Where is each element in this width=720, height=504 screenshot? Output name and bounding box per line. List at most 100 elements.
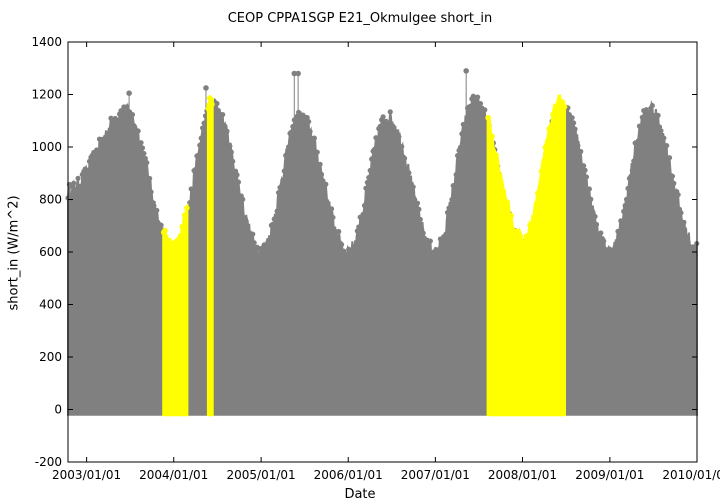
gray-point [267,240,273,246]
yellow-point [209,101,215,108]
gray-point [222,133,229,140]
yellow-point [485,114,491,121]
gray-point [380,114,386,120]
gray-point [235,179,242,185]
gray-point [675,192,681,198]
gray-point [255,256,262,262]
yellow-point [546,126,553,132]
x-tick-label: 2010/01/01 [662,468,720,482]
gray-point [572,126,578,132]
gray-point [298,122,305,128]
gray-point [139,145,146,151]
yellow-point [179,223,186,230]
yellow-point [180,228,187,235]
gray-point [452,183,458,189]
gray-point [678,210,684,216]
yellow-point [554,102,560,109]
gray-point [655,112,661,118]
gray-point [224,128,230,134]
gray-point [443,231,449,237]
gray-point [201,120,207,126]
gray-point [287,130,293,137]
gray-point [251,240,257,246]
gray-point [215,107,221,114]
gray-point [192,174,199,181]
gray-point [288,139,295,145]
gray-point [569,115,575,121]
gray-point [253,249,259,255]
gray-point [228,149,234,155]
y-tick-label: -200 [35,455,62,469]
gray-point [618,218,624,224]
gray-point [671,180,677,186]
gray-point [85,167,91,174]
gray-point [459,131,465,137]
gray-point [588,196,594,202]
gray-point [399,143,405,150]
yellow-point [496,172,503,179]
y-tick-label: 1400 [31,35,62,49]
gray-point [360,211,366,218]
yellow-point [542,144,549,151]
gray-point [592,213,598,220]
gray-point [198,135,204,141]
gray-point [243,216,249,223]
gray-point [369,156,375,162]
yellow-point [512,228,518,235]
gray-point [154,207,160,213]
yellow-point [208,97,215,103]
gray-point [84,173,90,179]
gray-point [275,190,282,196]
yellow-point [523,233,530,240]
gray-point [197,142,203,148]
yellow-point [508,212,514,219]
gray-point [669,173,676,179]
gray-point [570,120,577,126]
gray-point [314,149,320,155]
gray-point [625,185,631,192]
gray-point [628,173,634,179]
gray-point [306,118,312,125]
x-axis-label: Date [344,487,376,502]
x-tick-label: 2007/01/01 [401,468,470,482]
gray-point [417,216,423,223]
gray-point [274,208,280,214]
gray-point [134,132,140,139]
gray-point [73,188,80,194]
gray-point [598,230,604,236]
gray-point [377,123,383,129]
gray-point [371,146,378,152]
gray-point [582,167,588,173]
gray-point [361,202,368,209]
yellow-point [531,215,537,222]
gray-point [281,168,287,174]
gray-point [447,208,454,214]
yellow-point [162,227,168,234]
gray-point [354,228,360,234]
gray-point [589,207,595,214]
gray-point [622,203,628,209]
yellow-series-area [206,97,214,417]
gray-point [440,239,446,245]
gray-point [475,94,481,100]
gray-point [148,189,154,195]
gray-point [158,222,164,228]
gray-point [350,248,356,254]
gray-point [338,241,345,248]
y-tick-label: 800 [39,193,62,207]
gray-point [307,128,313,135]
gray-point [106,130,113,136]
gray-point [328,206,335,212]
x-tick-label: 2004/01/01 [139,468,208,482]
gray-point [363,185,369,191]
y-tick-label: 600 [39,245,62,259]
gray-point [578,148,584,155]
x-tick-label: 2006/01/01 [314,468,383,482]
gray-point [422,236,428,242]
yellow-point [164,239,170,246]
gray-point [646,112,653,118]
data-marks [65,68,700,417]
gray-point [691,246,697,252]
gray-point [221,122,227,128]
